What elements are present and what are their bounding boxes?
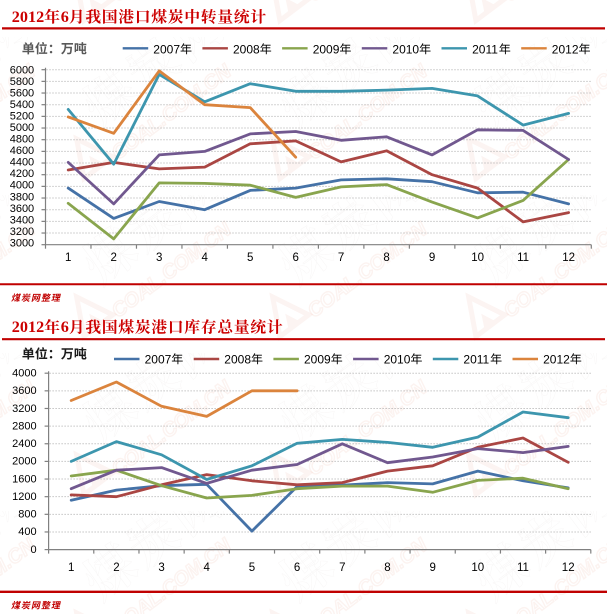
svg-text:5: 5 (249, 562, 255, 574)
svg-text:6: 6 (292, 252, 298, 264)
svg-text:6: 6 (294, 562, 300, 574)
svg-text:2012: 2012 (12, 318, 44, 336)
svg-text:1: 1 (65, 252, 71, 264)
svg-text:3200: 3200 (12, 403, 36, 415)
svg-text:5400: 5400 (10, 99, 34, 111)
svg-text:2: 2 (110, 252, 116, 264)
svg-text:3: 3 (156, 252, 162, 264)
svg-text:2: 2 (113, 562, 119, 574)
svg-text:3400: 3400 (10, 214, 34, 226)
svg-text:2010: 2010 (392, 42, 419, 56)
svg-text:1600: 1600 (12, 473, 36, 485)
svg-text:1200: 1200 (12, 491, 36, 503)
svg-text:3600: 3600 (12, 385, 36, 397)
svg-text:4800: 4800 (10, 134, 34, 146)
svg-text:3600: 3600 (10, 203, 34, 215)
svg-text:5000: 5000 (10, 122, 34, 134)
svg-text:10: 10 (471, 562, 484, 574)
svg-text:11: 11 (517, 562, 529, 574)
svg-text:4: 4 (201, 252, 208, 264)
svg-text:1: 1 (68, 562, 74, 574)
svg-text:2009: 2009 (304, 352, 331, 366)
svg-text:4: 4 (203, 562, 210, 574)
svg-text:2007: 2007 (153, 42, 180, 56)
svg-text:2009: 2009 (313, 42, 340, 56)
svg-text:8: 8 (384, 562, 390, 574)
svg-text:12: 12 (562, 562, 575, 574)
svg-text:2007: 2007 (145, 352, 172, 366)
svg-text:5200: 5200 (10, 111, 34, 123)
svg-text:400: 400 (18, 526, 36, 538)
svg-text:800: 800 (18, 509, 36, 521)
svg-text:2011: 2011 (472, 42, 498, 56)
svg-text:3200: 3200 (10, 226, 34, 238)
svg-text:12: 12 (562, 252, 575, 264)
svg-text:11: 11 (517, 252, 529, 264)
svg-text:7: 7 (338, 252, 344, 264)
svg-text:6: 6 (61, 318, 69, 336)
svg-text:2012: 2012 (12, 8, 44, 26)
svg-text:7: 7 (339, 562, 345, 574)
svg-text:2008: 2008 (224, 352, 251, 366)
svg-text:2400: 2400 (12, 438, 36, 450)
svg-text:0: 0 (30, 544, 36, 556)
svg-text:4000: 4000 (10, 180, 34, 192)
svg-text:3800: 3800 (10, 191, 34, 203)
svg-text:8: 8 (383, 252, 389, 264)
svg-text:2010: 2010 (384, 352, 411, 366)
svg-text:2011: 2011 (463, 352, 489, 366)
svg-text:5800: 5800 (10, 76, 34, 88)
svg-text:6: 6 (61, 8, 69, 26)
svg-text:2000: 2000 (12, 456, 36, 468)
svg-text:4000: 4000 (12, 368, 36, 380)
svg-text:2012: 2012 (552, 42, 579, 56)
svg-text:2008: 2008 (233, 42, 260, 56)
svg-text:4400: 4400 (10, 157, 34, 169)
svg-text:2012: 2012 (543, 352, 570, 366)
svg-text:10: 10 (471, 252, 484, 264)
svg-text:5: 5 (247, 252, 253, 264)
svg-text:3000: 3000 (10, 237, 34, 249)
svg-text:9: 9 (429, 252, 435, 264)
svg-text:2800: 2800 (12, 420, 36, 432)
svg-text:4600: 4600 (10, 145, 34, 157)
svg-text:5600: 5600 (10, 88, 34, 100)
svg-text:9: 9 (429, 562, 435, 574)
svg-text:6000: 6000 (10, 65, 34, 77)
svg-text:3: 3 (158, 562, 164, 574)
svg-text:4200: 4200 (10, 168, 34, 180)
